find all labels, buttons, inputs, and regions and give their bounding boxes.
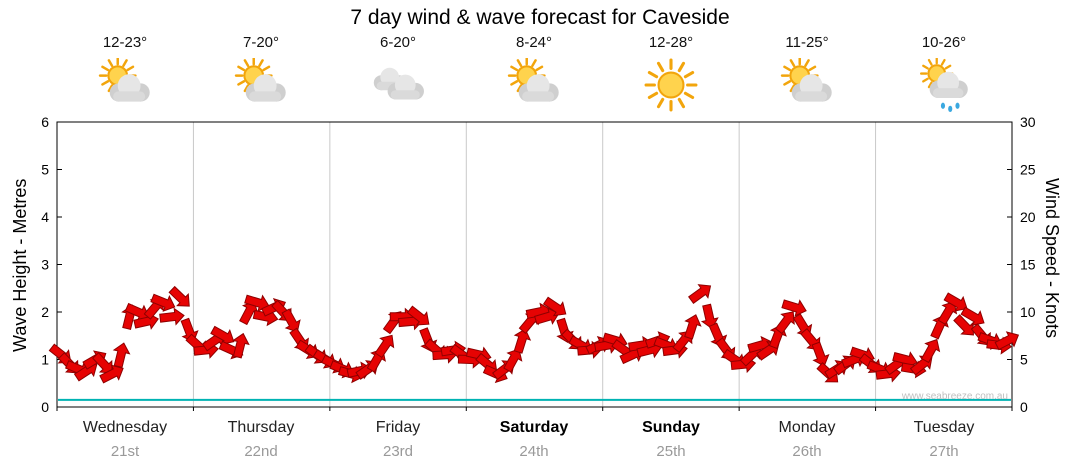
right-tick-label: 0 — [1020, 399, 1028, 415]
day-date: 26th — [792, 443, 822, 460]
wind-arrow — [953, 314, 974, 336]
wind-arrow — [99, 364, 124, 384]
left-tick-label: 6 — [41, 114, 49, 130]
wind-arrow — [406, 305, 430, 326]
wind-arrow — [232, 332, 250, 359]
right-tick-label: 15 — [1020, 257, 1036, 273]
right-tick-label: 10 — [1020, 304, 1036, 320]
right-tick-label: 30 — [1020, 114, 1036, 130]
weather-icon-box — [876, 56, 1012, 117]
weather-icon-box — [193, 56, 329, 117]
wind-arrow — [994, 331, 1020, 351]
weather-icon-box — [466, 56, 602, 117]
watermark: www.seabreeze.com.au — [901, 391, 1008, 402]
day-name: Saturday — [499, 419, 569, 436]
day-name: Tuesday — [913, 419, 975, 436]
chart-title: 7 day wind & wave forecast for Caveside — [350, 6, 730, 29]
temperature-range: 11-25° — [785, 34, 829, 51]
right-tick-label: 5 — [1020, 352, 1028, 368]
partly-cloudy-icon — [98, 56, 150, 102]
day-date: 23rd — [382, 443, 414, 460]
wind-arrow — [920, 338, 941, 364]
wind-arrow — [811, 341, 830, 367]
temperature-range: 12-28° — [648, 34, 694, 51]
day-date: 27th — [929, 443, 959, 460]
partly-cloudy-icon — [507, 56, 559, 102]
partly-cloudy-icon — [234, 56, 286, 102]
left-tick-label: 2 — [41, 304, 49, 320]
day-date: 21st — [110, 443, 140, 460]
wind-arrow — [503, 348, 523, 373]
weather-icon-box — [603, 58, 739, 117]
right-tick-label: 25 — [1020, 162, 1036, 178]
day-date: 24th — [519, 443, 549, 460]
wind-arrow — [150, 293, 176, 312]
wind-arrow — [210, 325, 235, 345]
wind-arrow — [937, 301, 958, 326]
temperature-range: 8-24° — [515, 34, 553, 51]
wind-arrow — [513, 328, 532, 354]
day-name: Wednesday — [82, 419, 168, 436]
sunny-icon — [644, 58, 698, 112]
day-name: Monday — [778, 419, 836, 436]
wind-arrow — [700, 303, 719, 330]
wind-arrow — [542, 296, 567, 317]
wind-arrow — [168, 285, 190, 307]
partly-cloudy-icon — [780, 56, 832, 102]
cloudy-icon — [373, 67, 424, 100]
day-date: 25th — [656, 443, 686, 460]
wind-arrow — [534, 307, 560, 325]
left-tick-label: 3 — [41, 257, 49, 273]
wind-arrow — [688, 284, 712, 305]
wind-arrow — [781, 299, 807, 317]
wind-arrow — [281, 308, 301, 333]
left-tick-label: 5 — [41, 162, 49, 178]
left-tick-label: 0 — [41, 399, 49, 415]
day-date: 22nd — [244, 443, 278, 460]
left-tick-label: 1 — [41, 352, 49, 368]
day-name: Thursday — [227, 419, 295, 436]
temperature-range: 7-20° — [242, 34, 280, 51]
day-name: Sunday — [642, 419, 700, 436]
partly-cloudy-rain-icon — [920, 56, 968, 112]
wind-arrow — [112, 342, 131, 369]
temperature-range: 12-23° — [102, 34, 148, 51]
wind-arrow — [159, 307, 185, 326]
wind-arrow — [943, 292, 968, 312]
wind-arrow — [684, 314, 702, 340]
wind-arrow — [239, 300, 259, 326]
day-name: Friday — [375, 419, 421, 436]
left-tick-label: 4 — [41, 209, 49, 225]
temperature-range: 6-20° — [379, 34, 417, 51]
weather-icon-box — [57, 56, 193, 117]
right-tick-label: 20 — [1020, 209, 1036, 225]
weather-icon-box — [739, 56, 875, 117]
weather-icon-box — [330, 58, 466, 117]
temperature-range: 10-26° — [921, 34, 967, 51]
wind-arrow — [374, 334, 395, 359]
